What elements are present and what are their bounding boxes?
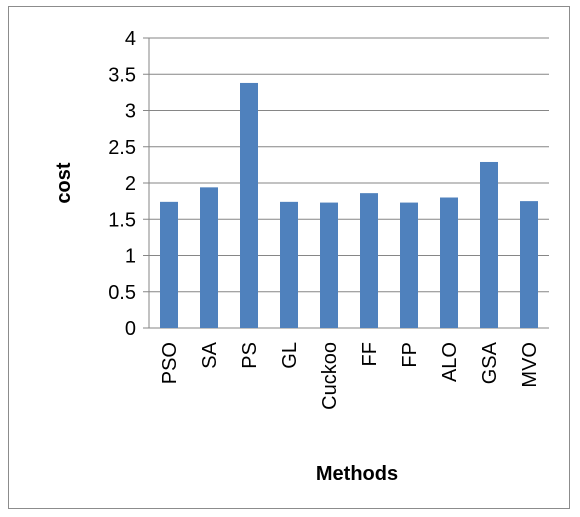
y-tick-label: 1.5 [108, 209, 136, 231]
bar-alo [440, 197, 458, 328]
x-tick-label: FP [399, 342, 421, 368]
bar-pso [160, 201, 178, 328]
y-axis-title: cost [53, 162, 75, 203]
y-tick-label: 0 [125, 318, 136, 340]
bars [160, 82, 538, 328]
x-tick-label: PSO [159, 342, 181, 384]
y-tick-labels: 0 0.5 1 1.5 2 2.5 3 3.5 4 [108, 28, 136, 340]
y-tick-label: 3 [125, 101, 136, 123]
y-tick-label: 1 [125, 246, 136, 268]
x-tick-label: PS [239, 342, 261, 369]
x-tick-label: GSA [479, 341, 501, 384]
x-tick-label: Cuckoo [319, 342, 341, 410]
x-tick-label: MVO [519, 342, 541, 388]
bar-fp [400, 202, 418, 328]
x-tick-label: FF [359, 342, 381, 366]
bar-ps [240, 82, 258, 328]
bar-ff [360, 193, 378, 328]
bar-gsa [480, 161, 498, 328]
x-tick-label: GL [279, 342, 301, 369]
bar-cuckoo [320, 202, 338, 328]
y-tick-label: 2.5 [108, 137, 136, 159]
bar-mvo [520, 201, 538, 328]
y-tick-label: 0.5 [108, 282, 136, 304]
bar-gl [280, 201, 298, 328]
y-tick-label: 3.5 [108, 64, 136, 86]
y-tick-label: 2 [125, 173, 136, 195]
x-tick-label: SA [199, 341, 221, 368]
x-axis-title: Methods [316, 463, 398, 485]
x-tick-labels: PSO SA PS GL Cuckoo FF FP ALO GSA MVO [159, 341, 541, 409]
x-tick-label: ALO [439, 342, 461, 382]
bar-sa [200, 187, 218, 328]
y-tick-label: 4 [125, 28, 136, 50]
